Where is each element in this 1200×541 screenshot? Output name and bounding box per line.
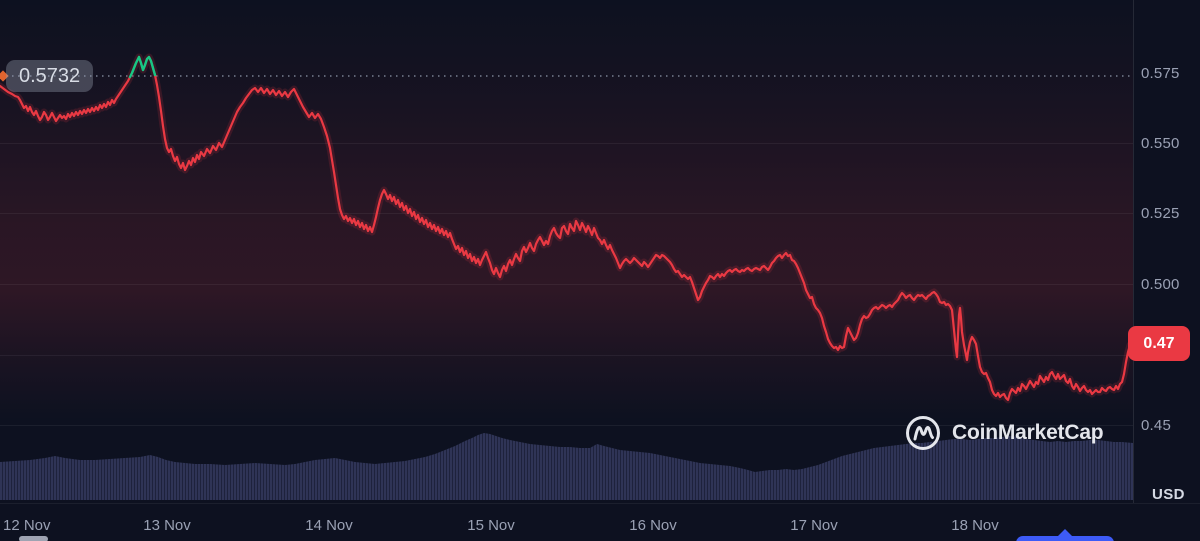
y-tick-0550: 0.550 [1141,135,1180,152]
x-label-17nov: 17 Nov [790,517,838,534]
y-tick-0450: 0.45 [1141,417,1171,434]
x-label-12nov: 12 Nov [3,517,51,534]
chart-haze [0,0,1133,500]
price-line [0,55,1135,402]
y-tick-0500: 0.500 [1141,276,1180,293]
volume-area [0,433,1133,500]
watermark-text: CoinMarketCap [952,421,1104,444]
x-label-13nov: 13 Nov [143,517,191,534]
drag-handle-arrow-icon [1057,529,1073,537]
current-price-badge: 0.47 [1128,326,1190,361]
coinmarketcap-watermark: CoinMarketCap [903,413,1104,453]
coinmarketcap-logo-icon [906,416,940,450]
scrollbar-thumb[interactable] [19,536,48,541]
high-price-label: 0.5732 [6,60,94,92]
x-label-16nov: 16 Nov [629,517,677,534]
y-tick-0525: 0.525 [1141,205,1180,222]
currency-unit-label: USD [1152,486,1185,503]
x-label-18nov: 18 Nov [951,517,999,534]
x-label-15nov: 15 Nov [467,517,515,534]
price-line-green-segment [128,55,157,79]
x-label-14nov: 14 Nov [305,517,353,534]
y-tick-0575: 0.575 [1141,65,1180,82]
timeline-drag-handle[interactable] [1016,536,1114,541]
